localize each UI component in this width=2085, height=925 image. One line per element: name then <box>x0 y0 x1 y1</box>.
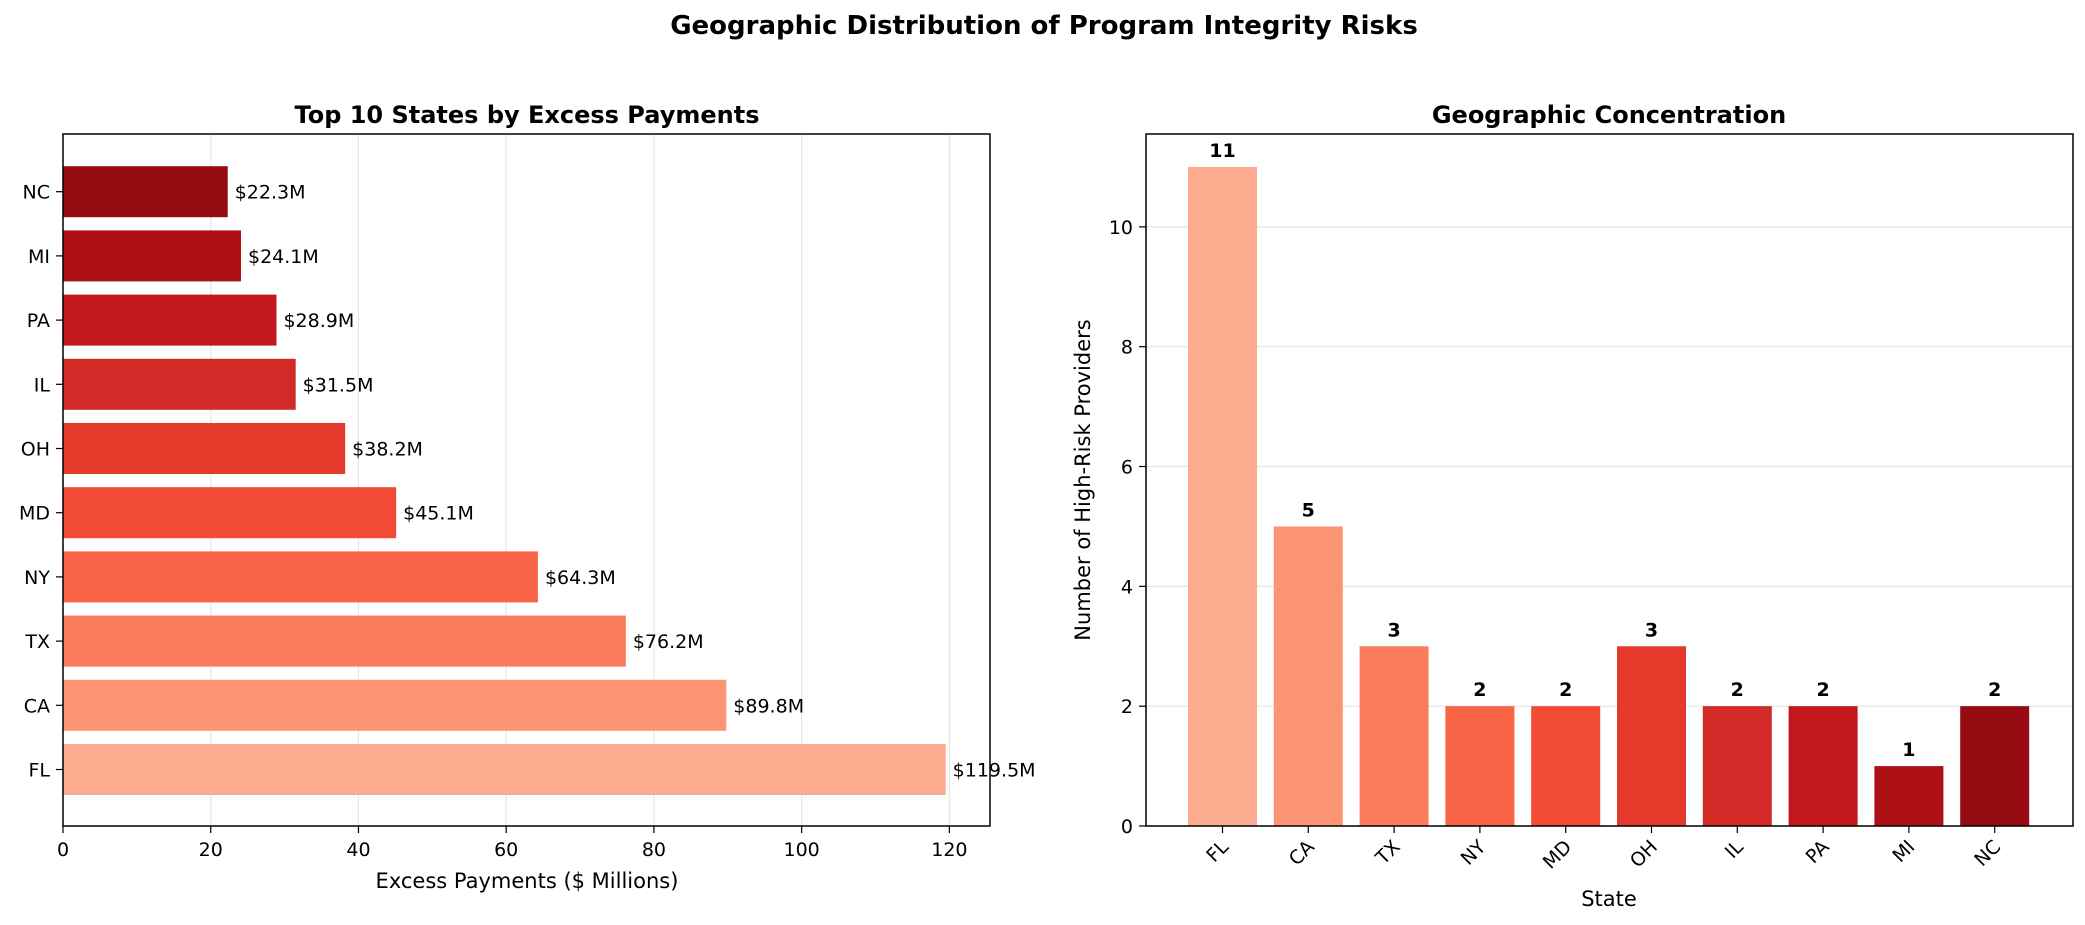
left-y-tick-label: NC <box>23 182 50 204</box>
left-x-tick-label: 100 <box>784 839 820 861</box>
right-x-tick-label: OH <box>1626 836 1662 872</box>
right-y-ticks: 0 2 4 6 8 10 <box>1109 217 1146 838</box>
left-data-label: $64.3M <box>545 567 616 589</box>
left-bar-pa <box>63 294 277 346</box>
left-bar-il <box>63 358 296 410</box>
right-data-label: 11 <box>1209 140 1235 162</box>
right-x-tick-label: NC <box>1970 836 2005 871</box>
right-y-tick-label: 6 <box>1121 457 1133 479</box>
left-data-label: $28.9M <box>283 310 354 332</box>
left-y-tick-label: CA <box>24 695 50 717</box>
right-x-axis-label: State <box>1581 887 1637 911</box>
right-x-tick-label: CA <box>1285 836 1319 870</box>
left-bar-md <box>63 487 397 539</box>
left-y-tick-label: TX <box>24 631 50 653</box>
left-x-tick-label: 60 <box>494 839 518 861</box>
right-y-tick-label: 10 <box>1109 217 1133 239</box>
right-data-label: 3 <box>1387 619 1400 641</box>
left-y-tick-label: MI <box>28 246 50 268</box>
right-bars <box>1188 166 2030 826</box>
left-x-tick-label: 20 <box>199 839 223 861</box>
right-x-tick-label: MI <box>1888 836 1919 867</box>
left-x-tick-label: 0 <box>57 839 69 861</box>
right-data-labels: 11 5 3 2 2 3 2 2 1 2 <box>1209 140 2001 761</box>
right-x-tick-label: NY <box>1457 836 1491 870</box>
left-data-label: $38.2M <box>352 439 423 461</box>
right-data-label: 2 <box>1731 679 1744 701</box>
left-data-label: $24.1M <box>248 246 319 268</box>
left-x-ticks: 0 20 40 60 80 100 120 <box>57 826 968 861</box>
left-data-label: $76.2M <box>633 631 704 653</box>
right-x-tick-label: IL <box>1721 836 1748 863</box>
left-x-tick-label: 40 <box>346 839 370 861</box>
left-panel: Top 10 States by Excess Payments $119.5M… <box>19 101 1036 893</box>
left-bars <box>63 166 946 795</box>
right-data-label: 1 <box>1902 739 1915 761</box>
right-bar-ca <box>1273 526 1343 826</box>
left-bar-mi <box>63 230 242 282</box>
right-y-tick-label: 4 <box>1121 576 1133 598</box>
left-data-labels: $119.5M $89.8M $76.2M $64.3M $45.1M $38.2M $31… <box>235 182 1036 782</box>
right-data-label: 2 <box>1816 679 1829 701</box>
left-data-label: $119.5M <box>953 760 1036 782</box>
left-y-tick-label: MD <box>19 503 50 525</box>
right-x-ticks: FL CA TX NY MD OH IL PA MI NC <box>1202 826 2005 873</box>
right-data-label: 5 <box>1302 499 1315 521</box>
right-bar-oh <box>1617 646 1686 826</box>
left-bar-ny <box>63 551 538 603</box>
left-data-label: $31.5M <box>303 374 374 396</box>
left-bar-ca <box>63 679 727 731</box>
left-y-ticks: FL CA TX NY MD OH IL PA MI NC <box>19 182 63 782</box>
right-panel: Geographic Concentration 11 5 3 2 2 3 2 2 1 2 FL C… <box>1071 101 2074 911</box>
right-bar-il <box>1702 706 1772 826</box>
left-y-tick-label: FL <box>28 760 50 782</box>
right-plot-frame <box>1145 133 2074 827</box>
left-y-tick-label: NY <box>24 567 50 589</box>
right-bar-tx <box>1359 646 1429 826</box>
right-x-tick-label: FL <box>1202 836 1233 867</box>
left-x-tick-label: 120 <box>931 839 967 861</box>
left-bar-tx <box>63 615 626 667</box>
left-x-axis-label: Excess Payments ($ Millions) <box>376 869 679 893</box>
left-x-tick-label: 80 <box>642 839 666 861</box>
left-data-label: $22.3M <box>235 182 306 204</box>
right-bar-fl <box>1188 166 1257 826</box>
right-bar-md <box>1531 706 1601 826</box>
right-x-tick-label: TX <box>1371 836 1405 870</box>
right-data-label: 2 <box>1559 679 1572 701</box>
figure-suptitle: Geographic Distribution of Program Integ… <box>670 11 1418 41</box>
left-y-tick-label: IL <box>34 374 51 396</box>
left-data-label: $89.8M <box>733 695 804 717</box>
right-bar-mi <box>1874 766 1944 826</box>
right-y-axis-label: Number of High-Risk Providers <box>1071 319 1095 640</box>
right-data-label: 2 <box>1473 679 1486 701</box>
right-data-label: 2 <box>1988 679 2001 701</box>
left-bar-nc <box>63 166 228 218</box>
right-x-tick-label: PA <box>1802 836 1834 868</box>
left-y-tick-label: OH <box>21 439 50 461</box>
left-y-tick-label: PA <box>27 310 50 332</box>
right-bar-nc <box>1960 706 2030 826</box>
right-panel-title: Geographic Concentration <box>1432 101 1786 129</box>
left-bar-oh <box>63 423 346 474</box>
left-bar-fl <box>63 744 946 795</box>
right-bar-ny <box>1445 706 1515 826</box>
right-data-label: 3 <box>1645 619 1658 641</box>
left-panel-title: Top 10 States by Excess Payments <box>295 101 760 129</box>
right-x-tick-label: MD <box>1539 836 1576 873</box>
right-y-tick-label: 2 <box>1121 696 1133 718</box>
right-y-tick-label: 8 <box>1121 337 1133 359</box>
left-plot-frame <box>62 133 991 827</box>
right-bar-pa <box>1788 706 1858 826</box>
right-y-tick-label: 0 <box>1121 816 1133 838</box>
left-data-label: $45.1M <box>403 503 474 525</box>
